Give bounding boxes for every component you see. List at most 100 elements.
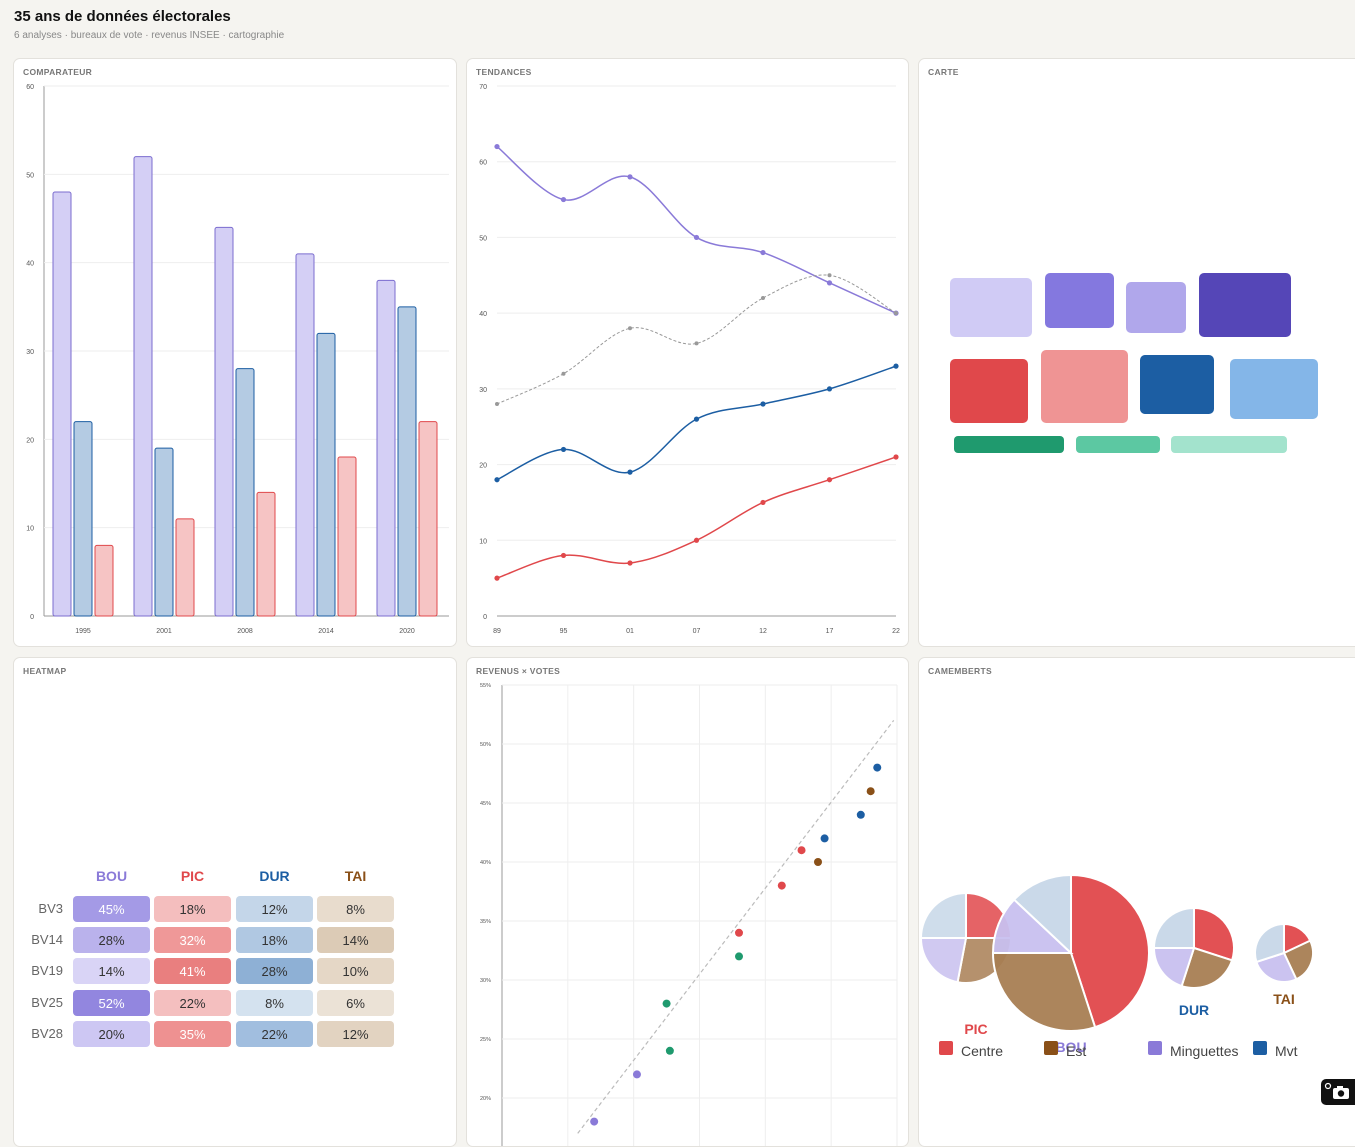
comparateur-panel: COMPARATEUR 0 10 20 30 40 50 60 1995 2001 2008 201… <box>13 58 457 647</box>
heatmap-row-label: BV28 <box>31 1026 63 1041</box>
camemberts-title: CAMEMBERTS <box>928 666 992 676</box>
pie-slice <box>919 891 967 939</box>
scatter-point <box>735 928 743 937</box>
bar <box>73 421 93 617</box>
scatter-point <box>797 846 806 855</box>
map-zone <box>1076 436 1160 453</box>
heatmap-cell-value: 8% <box>346 902 365 917</box>
y-tick-label: 50 <box>479 235 487 242</box>
pie-slice <box>1254 922 1285 964</box>
x-tick-label: 07 <box>693 628 701 635</box>
heatmap-cell-value: 35% <box>179 1027 205 1042</box>
heatmap-cell <box>317 958 394 984</box>
carte-title: CARTE <box>928 67 959 77</box>
legend-label: Est <box>1066 1043 1086 1059</box>
series-point <box>760 401 766 407</box>
series-point <box>760 499 766 506</box>
bar <box>316 332 336 617</box>
y-tick-label: 30% <box>480 978 491 984</box>
legend-label: Centre <box>961 1043 1003 1059</box>
heatmap-cell-value: 28% <box>98 933 124 948</box>
series-point <box>561 371 566 376</box>
scatter-point <box>662 999 671 1008</box>
legend-label: Minguettes <box>1170 1043 1238 1059</box>
map-zone <box>950 359 1028 423</box>
pie-label: PIC <box>964 1021 987 1037</box>
heatmap-cell-value: 18% <box>179 902 205 917</box>
comparateur-chart: 0 10 20 30 40 50 60 1995 2001 2008 2014 2020 <box>26 84 449 635</box>
series-point <box>894 311 898 316</box>
page-header: 35 ans de données électorales 6 analyses… <box>14 8 284 41</box>
screenshot-button[interactable] <box>1321 1079 1355 1105</box>
pie-slice <box>1255 951 1298 983</box>
y-tick-label: 55% <box>480 683 491 689</box>
bar <box>337 456 357 617</box>
comparateur-title: COMPARATEUR <box>23 67 93 77</box>
page-title: 35 ans de données électorales <box>14 8 231 25</box>
x-tick-label: 2001 <box>156 628 172 635</box>
y-tick-label: 50 <box>26 172 34 179</box>
x-tick-label: 95 <box>560 628 568 635</box>
y-tick-label: 50% <box>480 742 491 748</box>
bar <box>418 421 438 617</box>
series-point <box>893 454 899 460</box>
heatmap-col-header: TAI <box>345 868 367 884</box>
y-tick-label: 10 <box>479 538 487 545</box>
series-point <box>893 363 899 369</box>
carte-map <box>950 273 1318 453</box>
heatmap-cell-value: 28% <box>261 964 287 979</box>
heatmap-cell <box>236 896 313 922</box>
bar <box>235 368 255 617</box>
heatmap-title: HEATMAP <box>23 666 67 676</box>
pie-slice <box>919 937 968 984</box>
series-line <box>496 365 897 481</box>
scatter-point <box>632 1070 641 1079</box>
revenus-title: REVENUS × VOTES <box>476 666 561 676</box>
pie-slice <box>1070 873 1150 1029</box>
y-tick-label: 0 <box>483 614 487 621</box>
legend-swatch <box>1253 1041 1267 1055</box>
series-point <box>694 341 699 346</box>
heatmap-cell <box>73 896 150 922</box>
y-tick-label: 20 <box>26 437 34 444</box>
map-zone <box>1126 282 1186 333</box>
heatmap-cell-value: 12% <box>342 1027 368 1042</box>
heatmap-cell-value: 18% <box>261 933 287 948</box>
camemberts-panel: CAMEMBERTS PIC BOU DUR TAI Centre Est Minguett… <box>918 657 1355 1147</box>
series-point <box>628 326 632 331</box>
scatter-point <box>873 763 882 772</box>
heatmap-row-label: BV14 <box>31 932 63 947</box>
map-zone <box>1041 350 1128 423</box>
heatmap-cell <box>317 990 394 1016</box>
pie-slice <box>991 952 1097 1032</box>
revenus-panel: REVENUS × VOTES 20% 25% 30% 35% 40% 45% 50% 55% <box>466 657 909 1147</box>
pie-slice <box>1193 906 1235 962</box>
pie-label: BOU <box>1055 1039 1086 1055</box>
heatmap-cell <box>73 927 150 953</box>
scatter-point <box>735 952 743 961</box>
map-zone <box>1140 355 1214 414</box>
page-subtitle: 6 analyses · bureaux de vote · revenus I… <box>14 30 285 41</box>
series-point <box>494 477 500 483</box>
y-tick-label: 0 <box>30 614 34 621</box>
heatmap-cell <box>236 958 313 984</box>
map-zone <box>1171 436 1287 453</box>
series-point <box>826 280 833 286</box>
series-point <box>693 416 700 422</box>
x-tick-label: 1995 <box>75 628 91 635</box>
heatmap-cell-value: 22% <box>261 1027 287 1042</box>
y-tick-label: 25% <box>480 1037 491 1043</box>
series-line <box>496 274 897 405</box>
heatmap-cell-value: 22% <box>179 996 205 1011</box>
pie-slice <box>1152 906 1195 949</box>
scatter-point <box>814 858 822 866</box>
heatmap-cell <box>154 958 231 984</box>
heatmap-cell-value: 52% <box>98 996 124 1011</box>
y-tick-label: 70 <box>479 84 487 91</box>
series-point <box>693 537 700 543</box>
x-tick-label: 17 <box>826 628 834 635</box>
heatmap-cell <box>154 990 231 1016</box>
heatmap-cell <box>154 896 231 922</box>
scatter-point <box>777 881 786 890</box>
heatmap-cell-value: 12% <box>261 902 287 917</box>
